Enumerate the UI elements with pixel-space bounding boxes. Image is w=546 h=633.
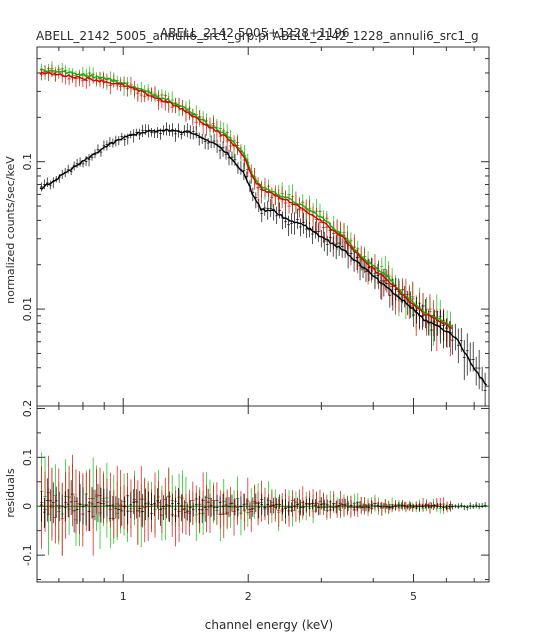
top-y-tick-label: 0.1 bbox=[21, 153, 34, 171]
chart-title: ABELL_2142 5005+1228+1196 bbox=[160, 26, 349, 40]
bottom-y-tick-label: -0.1 bbox=[21, 544, 34, 565]
chart-subtitle: ABELL_2142_5005_annuli6_src1_grp.pi ABEL… bbox=[36, 29, 479, 43]
top-panel-border bbox=[36, 46, 490, 407]
bottom-y-tick-label: 0.1 bbox=[21, 449, 34, 467]
residual-points bbox=[39, 452, 487, 556]
top-panel-frame bbox=[36, 46, 490, 407]
x-tick-label: 5 bbox=[410, 590, 417, 603]
bottom-panel-frame bbox=[36, 405, 490, 583]
axis-ticks bbox=[37, 47, 489, 582]
model-line-series bbox=[39, 71, 453, 330]
tick-labels: 1 2 5 0.01 0.1 -0.1 0 0.1 0.2 bbox=[21, 153, 417, 603]
model-line-series bbox=[39, 128, 488, 386]
bottom-y-axis-label: residuals bbox=[4, 468, 17, 518]
model-line-series bbox=[39, 68, 453, 328]
top-y-axis-label: normalized counts/sec/keV bbox=[4, 156, 17, 304]
top-y-tick-label: 0.01 bbox=[21, 297, 34, 322]
bottom-panel-border bbox=[36, 405, 490, 583]
x-tick-label: 2 bbox=[245, 590, 252, 603]
model-lines bbox=[39, 68, 488, 386]
bottom-y-tick-label: 0 bbox=[21, 503, 34, 510]
x-tick-label: 1 bbox=[120, 590, 127, 603]
error-bars bbox=[39, 61, 487, 406]
x-axis-label: channel energy (keV) bbox=[205, 618, 333, 632]
bottom-y-tick-label: 0.2 bbox=[21, 400, 34, 418]
